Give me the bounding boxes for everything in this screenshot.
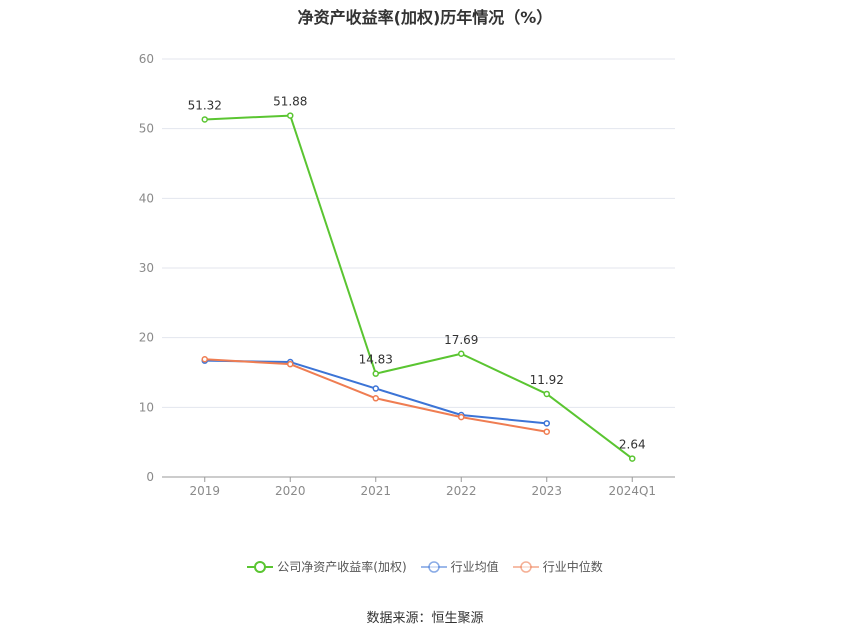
legend-line-marker-icon [512,560,539,573]
legend-line-marker-icon [247,560,274,573]
axes: 0 10 20 30 40 50 60 2019 2020 2021 2022 2023 2024Q1 [139,52,675,498]
data-point [372,385,379,392]
legend-item-company[interactable]: 公司净资产收益率(加权) [247,558,407,575]
y-tick-label: 50 [139,122,154,136]
x-tick-label: 2023 [531,484,562,498]
data-point [629,455,636,462]
data-labels: 51.32 51.88 14.83 17.69 11.92 2.64 [188,95,646,452]
data-point [458,350,465,358]
data-point [287,112,294,119]
x-tick-label: 2019 [189,484,220,498]
y-tick-label: 0 [146,470,154,484]
series-line-0 [204,114,633,460]
data-point [458,413,465,421]
y-tick-label: 10 [139,400,154,414]
legend-item-industry-median[interactable]: 行业中位数 [512,558,603,575]
y-tick-label: 40 [139,191,154,205]
data-source-note: 数据来源：恒生聚源 [366,611,484,626]
legend-label: 行业中位数 [542,560,603,574]
data-point [543,428,550,435]
legend-line-marker-icon [420,560,447,573]
legend: 公司净资产收益率(加权) 行业均值 行业中位数 [0,558,850,575]
y-tick-label: 20 [139,331,154,345]
x-tick-label: 2024Q1 [608,484,656,498]
data-point [287,360,294,368]
data-label: 11.92 [530,373,564,387]
legend-item-industry-mean[interactable]: 行业均值 [420,558,499,575]
data-point [201,356,208,363]
data-point [543,420,550,427]
legend-label: 公司净资产收益率(加权) [277,560,407,574]
y-tick-label: 30 [139,261,154,275]
data-point [201,116,208,123]
data-point [372,395,379,402]
data-point [372,370,379,377]
x-tick-label: 2021 [360,484,391,498]
legend-label: 行业均值 [450,560,499,574]
data-label: 51.88 [273,95,307,109]
data-label: 51.32 [188,98,222,112]
data-label: 17.69 [444,333,478,347]
data-label: 14.83 [359,353,393,367]
data-point [543,390,550,398]
x-tick-label: 2022 [446,484,477,498]
data-label: 2.64 [619,438,646,452]
series [201,112,636,462]
grid-lines [162,58,675,408]
x-tick-label: 2020 [275,484,306,498]
chart-title: 净资产收益率(加权)历年情况（%） [297,8,553,27]
y-tick-label: 60 [139,52,154,66]
